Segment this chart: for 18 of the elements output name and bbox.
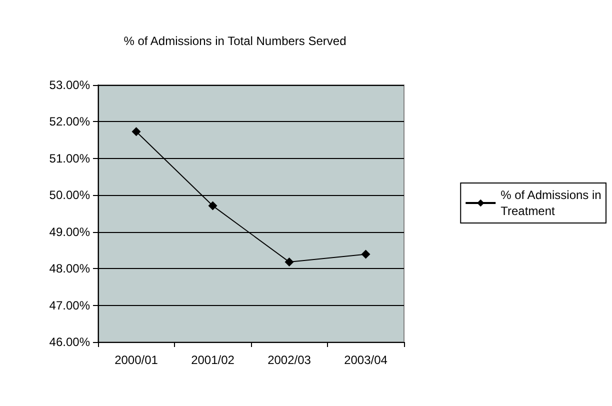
y-tick-label: 52.00%	[49, 114, 90, 129]
y-tick-label: 49.00%	[49, 224, 90, 239]
y-tick-label: 47.00%	[49, 298, 90, 312]
x-tick-label: 2000/01	[114, 353, 158, 367]
y-tick-label: 51.00%	[49, 151, 90, 166]
y-tick-label: 48.00%	[49, 262, 90, 276]
x-tick-label: 2003/04	[344, 353, 388, 367]
point	[284, 257, 294, 266]
x-tick-label: 2001/02	[191, 353, 235, 367]
legend-label: % of Admissions in Treatment	[500, 188, 602, 218]
y-tick-label: 53.00%	[49, 78, 90, 92]
chart-title: % of Admissions in Total Numbers Served	[124, 34, 346, 48]
point	[132, 127, 141, 136]
y-tick-label: 46.00%	[49, 335, 90, 349]
point	[361, 250, 370, 259]
x-tick-label: 2002/03	[268, 353, 312, 367]
y-tick-label: 50.00%	[49, 188, 90, 202]
point	[208, 201, 218, 210]
